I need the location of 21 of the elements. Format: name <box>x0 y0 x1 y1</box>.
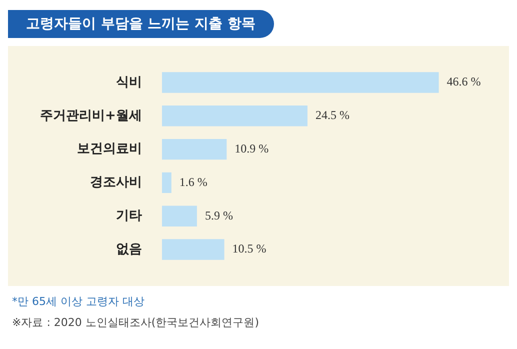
data-label: 10.9 % <box>234 141 269 156</box>
text: *만 65세 이상 고령자 대상 <box>12 294 146 309</box>
data-label: 24.5 % <box>315 108 350 122</box>
data-label: 5.9 % <box>204 208 233 222</box>
bar <box>162 72 439 93</box>
bar <box>162 172 172 194</box>
y-tick-label: 없음 <box>116 242 142 257</box>
y-tick-label: 기타 <box>116 208 142 224</box>
y-tick-label: 보건의료비 <box>76 142 142 157</box>
text: ※자료 : 2020 노인실태조사(한국보건사회연구원) <box>12 315 260 330</box>
data-label: 46.6 % <box>446 74 481 89</box>
data-label: 10.5 % <box>232 242 266 256</box>
bar <box>162 106 308 126</box>
y-tick-label: 주거관리비+월세 <box>40 108 142 124</box>
bar <box>162 206 197 226</box>
y-tick-label: 경조사비 <box>90 175 142 190</box>
data-label: 1.6 % <box>179 174 208 189</box>
bar <box>162 239 224 260</box>
bar <box>162 138 227 160</box>
chart-title: 고령자들이 부담을 느끼는 지출 항목 <box>8 10 274 38</box>
y-tick-label: 식비 <box>116 74 142 90</box>
